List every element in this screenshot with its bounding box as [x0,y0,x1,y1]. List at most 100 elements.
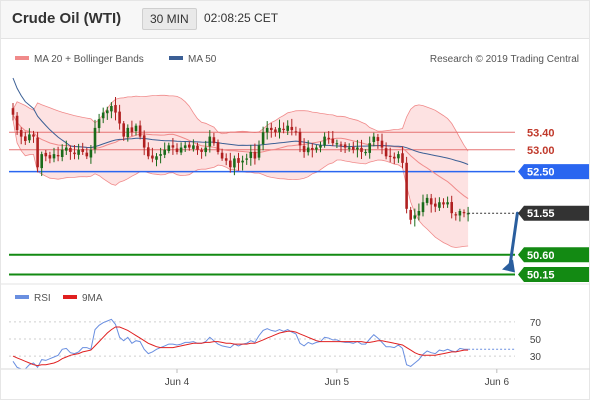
candle-body [331,138,335,144]
candle-body [15,115,19,131]
candle-body [101,112,105,119]
timeframe-selector[interactable]: 30 MIN [142,8,197,30]
candle-body [413,215,417,219]
candle-body [224,158,228,161]
candle-body [442,202,445,205]
candle-body [11,108,15,115]
time-display: 02:08:25 CET [204,11,279,25]
candle-body [81,149,84,152]
candle-body [270,127,273,131]
candle-body [274,129,277,133]
candle-body [52,154,56,159]
forecast-arrow-head [502,259,515,273]
forecast-arrow [502,211,519,273]
candle-body [311,147,314,150]
candle-body [388,155,392,157]
candle-body [298,131,302,146]
candle-body [347,147,351,149]
candle-body [126,127,130,137]
candle-body [110,106,113,112]
ma20-legend-label: MA 20 + Bollinger Bands [34,54,144,65]
candle-body [32,134,35,137]
candle-body [208,136,212,147]
candle-body [89,149,93,158]
candle-body [69,147,72,152]
candle-body [368,143,371,153]
candle-body [454,214,458,216]
candle-body [130,127,134,133]
candle-body [138,125,142,137]
candle-body [360,147,363,152]
rsi-tick-label: 30 [530,352,542,363]
candle-body [352,146,355,150]
candle-body [257,145,261,158]
candle-body [171,145,175,148]
candle-body [183,145,187,148]
candle-body [458,211,462,216]
candle-body [85,152,89,157]
candle-body [290,126,294,131]
candle-body [134,125,138,132]
candle-body [44,152,48,157]
x-tick-label: Jun 5 [325,377,350,388]
candle-body [200,149,203,152]
x-tick-label: Jun 4 [165,377,190,388]
candle-body [77,149,80,155]
x-tick-label: Jun 6 [485,377,510,388]
candle-body [151,155,154,159]
chart-header: Crude Oil (WTI) 30 MIN 02:08:25 CET [1,1,589,39]
candle-body [327,137,330,139]
last-level-label: 51.55 [527,208,555,220]
candle-body [450,202,453,214]
candle-body [56,154,60,157]
candle-body [24,136,27,141]
candle-body [216,142,220,152]
candle-body [335,143,339,145]
candle-body [425,197,429,203]
candle-body [196,145,199,150]
candle-body [421,202,425,213]
support-lines [9,253,515,276]
candle-body [237,158,240,163]
candle-body [376,137,380,141]
candle-body [114,105,117,113]
candle-body [241,160,244,163]
candle-body [60,149,64,158]
candle-body [306,147,310,153]
candle-body [220,152,224,159]
pivot-level-label: 52.50 [527,167,555,179]
candle-body [302,145,306,152]
candle-body [73,152,76,155]
candle-body [48,155,52,159]
candle-body [405,162,408,209]
candle-body [356,147,359,150]
ma50-legend-swatch [169,56,183,60]
last-level-tag [518,205,589,221]
candle-body [434,203,437,207]
candle-body [249,151,253,158]
copyright-notice: Research © 2019 Trading Central [430,54,579,65]
candle-body [28,134,31,141]
candle-body [142,135,146,148]
candle-body [122,123,125,137]
candle-body [167,145,171,151]
candle-body [245,158,248,160]
rsi-lines [12,318,515,370]
candle-body [36,137,39,168]
moving-averages [12,77,469,200]
candle-body [282,128,285,131]
candle-body [319,145,322,148]
candle-body [155,156,158,160]
rsi-tick-label: 50 [530,335,542,346]
candle-body [97,119,101,129]
ma9-legend-swatch [63,295,77,299]
candle-body [372,136,376,142]
pivot-level-tag [518,164,589,180]
ma50-legend-label: MA 50 [188,54,217,65]
candle-body [118,111,121,124]
rsi-legend-swatch [15,295,29,299]
support-level-tag [518,247,589,263]
candle-body [380,140,384,148]
ma50-line [12,77,469,165]
